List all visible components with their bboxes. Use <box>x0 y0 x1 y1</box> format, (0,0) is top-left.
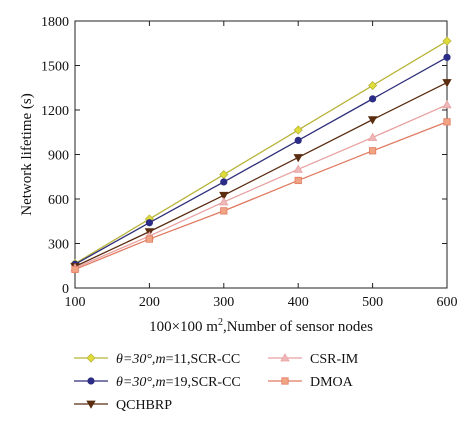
data-point <box>293 154 303 163</box>
x-tick-label: 300 <box>213 295 234 310</box>
data-point <box>442 100 452 109</box>
x-tick-label: 600 <box>437 295 458 310</box>
legend-label: QCHBRP <box>116 398 172 413</box>
series-3 <box>70 100 452 272</box>
legend: θ=30°,m=11,SCR-CCθ=30°,m=19,SCR-CCQCHBRP… <box>74 352 359 413</box>
y-tick-label: 600 <box>48 193 69 208</box>
x-axis-title-main: 100×100 m <box>149 319 218 335</box>
legend-item-4: DMOA <box>268 375 354 390</box>
data-point <box>145 219 153 227</box>
series-line <box>74 56 448 265</box>
data-point <box>368 147 377 155</box>
legend-item-0: θ=30°,m=11,SCR-CC <box>74 352 240 367</box>
data-point <box>294 176 302 185</box>
data-point <box>220 178 228 186</box>
data-point <box>145 235 153 243</box>
series-line <box>74 81 448 268</box>
data-point <box>294 136 302 145</box>
data-point <box>367 116 378 125</box>
data-point <box>367 132 378 141</box>
y-tick-label: 1500 <box>41 60 69 75</box>
series-line <box>74 104 448 269</box>
legend-marker <box>281 377 289 385</box>
legend-label-pre: θ=30°, <box>116 352 155 367</box>
data-point <box>443 118 451 126</box>
data-point <box>219 169 229 180</box>
data-point <box>293 164 303 173</box>
series-4 <box>71 118 451 274</box>
legend-label-m: m <box>155 352 165 367</box>
legend-label-post: =11,SCR-CC <box>166 352 241 367</box>
x-tick-label: 200 <box>139 295 160 310</box>
legend-label-m: m <box>155 375 165 390</box>
legend-label-post: CSR-IM <box>310 352 359 367</box>
x-axis-title: 100×100 m2,Number of sensor nodes <box>149 317 373 335</box>
legend-item-1: θ=30°,m=19,SCR-CC <box>74 375 241 390</box>
data-point <box>293 125 303 135</box>
data-point <box>71 265 79 274</box>
legend-label-pre: θ=30°, <box>116 375 155 390</box>
legend-item-3: CSR-IM <box>268 352 359 367</box>
legend-label-post: =19,SCR-CC <box>166 375 241 390</box>
legend-label: DMOA <box>310 375 354 390</box>
x-tick-label: 100 <box>65 295 86 310</box>
data-point <box>219 191 229 201</box>
legend-item-2: QCHBRP <box>74 398 172 413</box>
series-line <box>74 40 448 265</box>
legend-marker <box>87 377 95 385</box>
legend-marker <box>86 353 96 363</box>
x-axis-title-rest: ,Number of sensor nodes <box>223 319 373 335</box>
y-tick-label: 1800 <box>41 15 69 30</box>
y-tick-label: 900 <box>48 149 69 164</box>
legend-marker <box>280 353 290 362</box>
data-point <box>368 95 377 103</box>
data-point <box>442 79 452 88</box>
legend-label: θ=30°,m=19,SCR-CC <box>116 375 241 390</box>
series-1 <box>71 53 451 268</box>
data-point <box>368 80 378 91</box>
legend-marker <box>86 400 96 409</box>
axes: 0 300 600 900 1200 1500 1800 100 200 300 400 500 600… <box>19 15 458 335</box>
y-tick-label: 300 <box>48 238 69 253</box>
plot-frame <box>74 20 448 289</box>
series-2 <box>70 79 452 272</box>
y-axis-title: Network lifetime (s) <box>19 93 35 215</box>
data-point <box>219 197 229 206</box>
legend-label: CSR-IM <box>310 352 359 367</box>
series-line <box>74 121 448 271</box>
legend-label-post: DMOA <box>310 375 354 390</box>
y-tick-label: 1200 <box>41 104 69 119</box>
data-point <box>220 207 228 215</box>
y-tick-label: 0 <box>62 282 69 297</box>
series-0 <box>70 36 452 269</box>
legend-label-post: QCHBRP <box>116 398 172 413</box>
x-tick-label: 400 <box>288 295 309 310</box>
legend-label: θ=30°,m=11,SCR-CC <box>116 352 240 367</box>
x-tick-label: 500 <box>362 295 383 310</box>
series-layer <box>70 36 452 274</box>
x-axis-title-sup: 2 <box>218 317 223 328</box>
data-point <box>443 53 451 61</box>
data-point <box>442 36 452 46</box>
